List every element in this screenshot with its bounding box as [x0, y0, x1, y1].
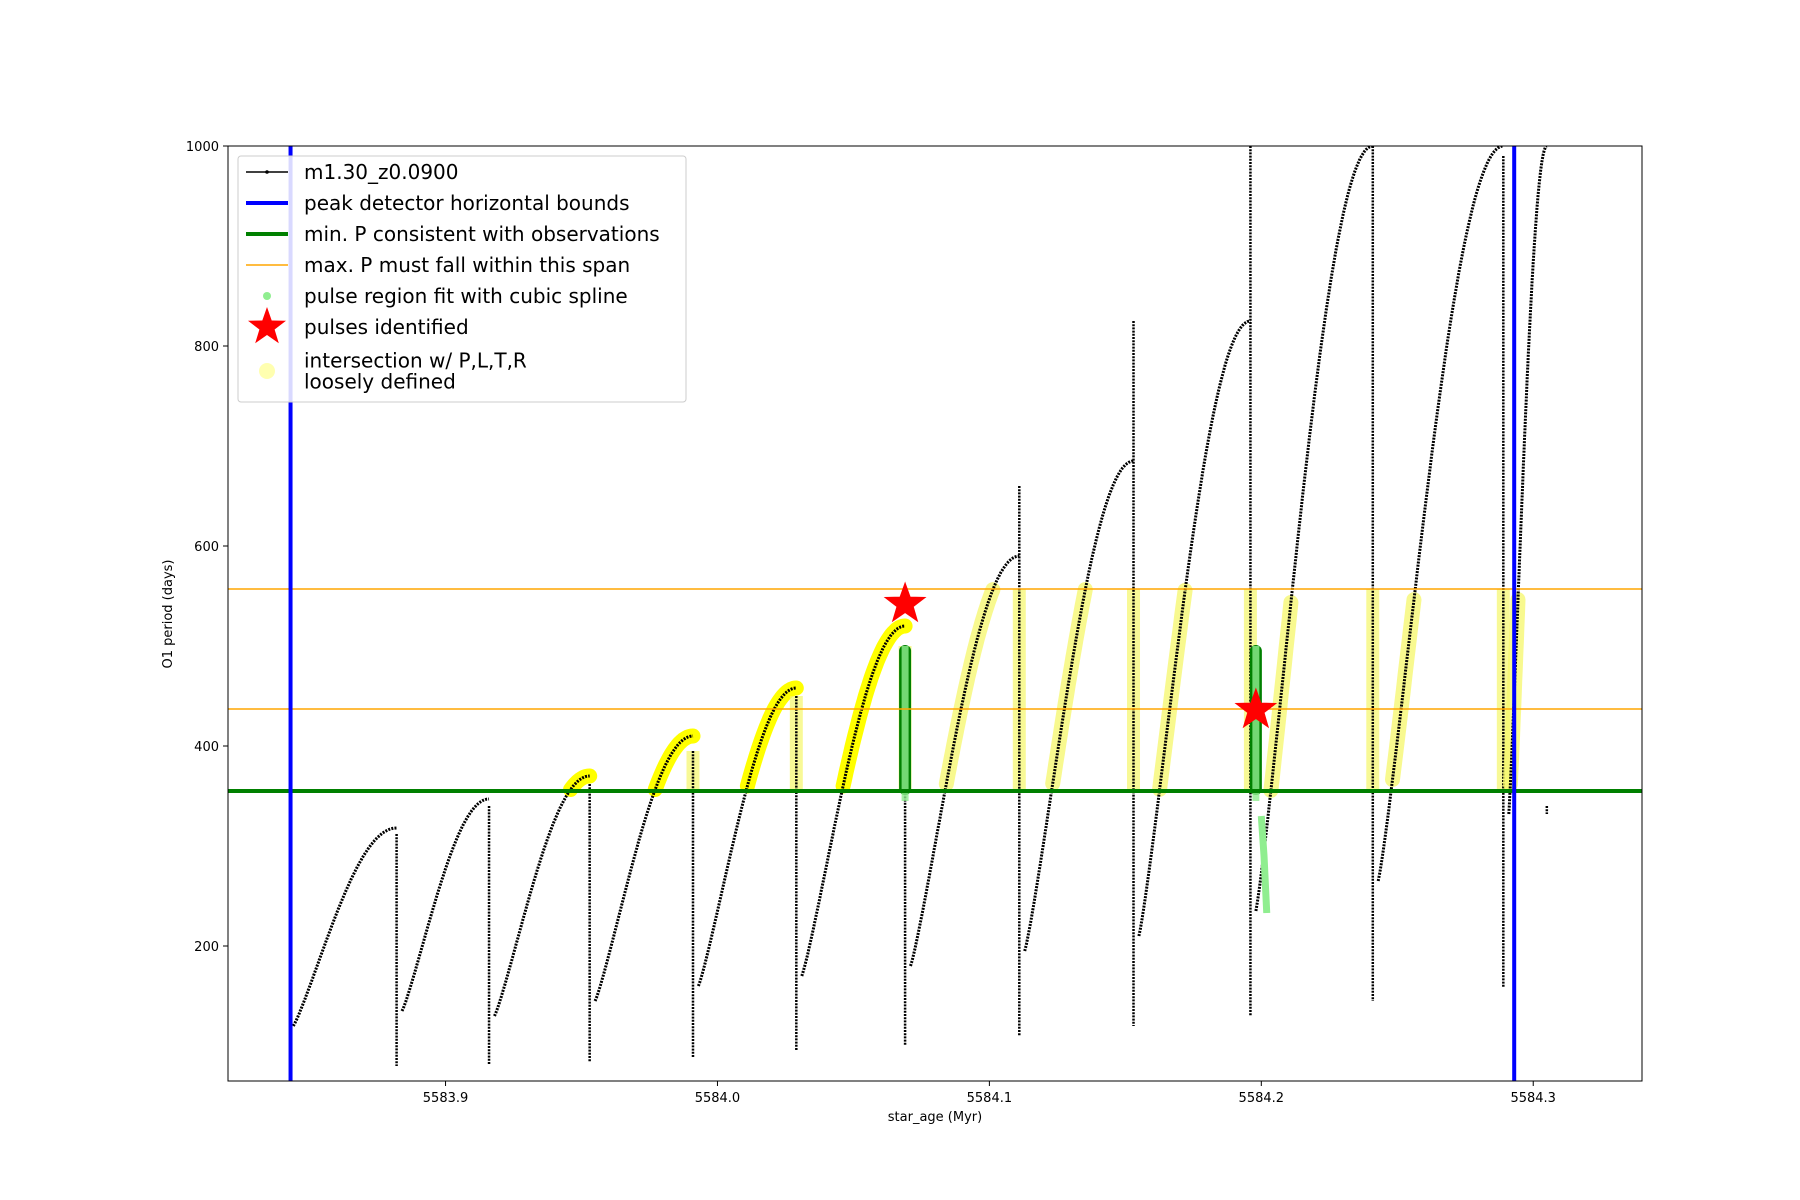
- model-curve-segment: [1376, 146, 1504, 882]
- pulse-stars: [883, 581, 1278, 729]
- model-curve-segment: [1254, 146, 1373, 912]
- legend-label: intersection w/ P,L,T,R: [304, 349, 527, 373]
- x-tick-label: 5584.0: [695, 1091, 741, 1106]
- legend-label: pulse region fit with cubic spline: [304, 284, 628, 308]
- legend-label: peak detector horizontal bounds: [304, 191, 630, 215]
- y-tick-label: 1000: [186, 140, 219, 155]
- legend-label: m1.30_z0.0900: [304, 160, 459, 184]
- model-curve-segment: [493, 774, 590, 1017]
- x-tick-label: 5584.3: [1510, 1091, 1556, 1106]
- x-tick-label: 5583.9: [423, 1091, 469, 1106]
- legend-label: max. P must fall within this span: [304, 253, 630, 277]
- model-curve-segment: [696, 686, 797, 987]
- y-tick-label: 600: [194, 540, 219, 555]
- model-curve-segment: [800, 624, 906, 977]
- legend-label: loosely defined: [304, 370, 456, 394]
- model-curve-segment: [400, 797, 490, 1012]
- y-tick-label: 400: [194, 740, 219, 755]
- legend-handle-star: [248, 307, 286, 344]
- y-tick-label: 800: [194, 340, 219, 355]
- legend-handle-dot: [263, 292, 271, 300]
- legend-box: [237, 155, 687, 403]
- pulse-star: [883, 581, 927, 623]
- legend-label: min. P consistent with observations: [304, 222, 660, 246]
- x-tick-label: 5584.1: [967, 1091, 1013, 1106]
- legend-handle-dot: [259, 363, 275, 379]
- model-curve-segment: [909, 554, 1020, 967]
- y-axis-label: O1 period (days): [161, 559, 176, 668]
- y-axis-ticks: 200 400 600 800 1000: [186, 140, 228, 955]
- model-curve-segment: [1023, 459, 1134, 952]
- plot-frame: [227, 145, 1643, 1082]
- legend-label: pulses identified: [304, 315, 469, 339]
- x-axis-ticks: 5583.9 5584.0 5584.1 5584.2 5584.3: [423, 1081, 1556, 1106]
- data-layer: [291, 146, 1549, 1066]
- legend-handle-marker: [265, 170, 269, 174]
- model-curve-segment: [291, 826, 397, 1027]
- x-axis-label: star_age (Myr): [888, 1110, 982, 1125]
- pulse-spline-fit-tail: [1257, 815, 1271, 914]
- x-tick-label: 5584.2: [1239, 1091, 1285, 1106]
- model-curve-segment: [593, 734, 694, 1002]
- pulse-star: [1234, 687, 1278, 729]
- y-tick-label: 200: [194, 940, 219, 955]
- model-curve-segment: [1137, 319, 1251, 937]
